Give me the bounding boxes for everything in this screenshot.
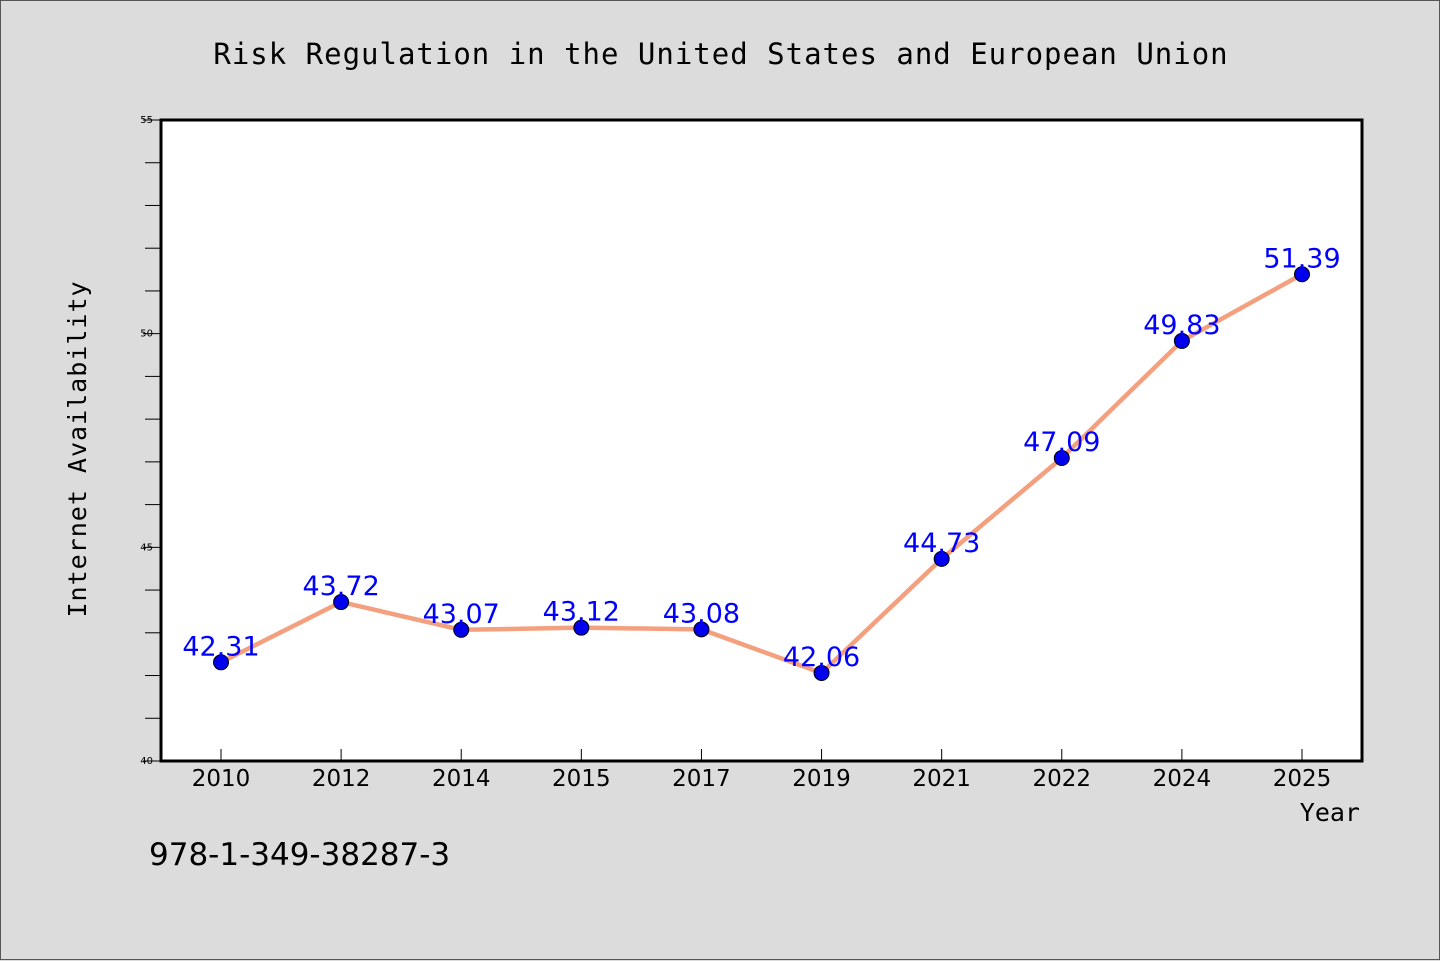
data-point: [693, 621, 710, 638]
x-tick-label: 2014: [432, 766, 491, 792]
y-axis-title: Internet Availability: [63, 280, 92, 617]
data-labels: 42.31 43.72 43.07 43.12 43.08 42.06 44.73 47.09…: [182, 243, 1340, 673]
x-tick-label: 2019: [792, 766, 851, 792]
data-label: 43.07: [423, 599, 500, 630]
data-point: [213, 654, 229, 671]
x-tick-label: 2022: [1033, 766, 1092, 792]
series-line: [218, 272, 1305, 676]
data-label: 47.09: [1023, 427, 1100, 458]
x-axis: 2010 2012 2014 2015 2017 2019 2021 2022 2024 2025: [192, 749, 1332, 792]
x-tick-label: 2024: [1153, 766, 1212, 792]
x-tick-label: 2010: [192, 766, 251, 792]
data-label: 43.72: [302, 571, 379, 602]
data-point: [1053, 450, 1070, 467]
x-tick-label: 2017: [672, 766, 731, 792]
data-point: [1294, 266, 1310, 283]
data-label: 42.06: [783, 642, 860, 673]
data-label: 44.73: [903, 528, 980, 559]
data-label: 43.12: [543, 597, 620, 628]
x-axis-title: Year: [1300, 798, 1360, 827]
data-point: [573, 619, 590, 636]
y-tick-label: 55: [140, 115, 153, 126]
footer-isbn: 978-1-349-38287-3: [149, 837, 450, 873]
x-tick-label: 2021: [912, 766, 971, 792]
x-tick-label: 2015: [552, 766, 611, 792]
series-line-path: [218, 272, 1305, 676]
x-tick-label: 2025: [1273, 766, 1332, 792]
data-label: 42.31: [182, 631, 259, 662]
y-axis: 40 45 50 55: [140, 115, 161, 767]
y-tick-label: 50: [140, 329, 153, 340]
data-point: [933, 550, 950, 567]
data-point: [1173, 332, 1190, 349]
data-label: 43.08: [663, 598, 740, 629]
data-point: [813, 664, 830, 681]
data-point: [453, 621, 470, 638]
data-markers: [213, 266, 1310, 681]
plot-area: [159, 118, 1364, 763]
x-tick-label: 2012: [312, 766, 371, 792]
data-label: 49.83: [1143, 310, 1220, 341]
data-label: 51.39: [1263, 243, 1340, 274]
data-point: [333, 594, 350, 611]
y-tick-label: 40: [140, 756, 153, 767]
chart-title: Risk Regulation in the United States and…: [213, 37, 1228, 71]
y-tick-label: 45: [140, 542, 153, 553]
